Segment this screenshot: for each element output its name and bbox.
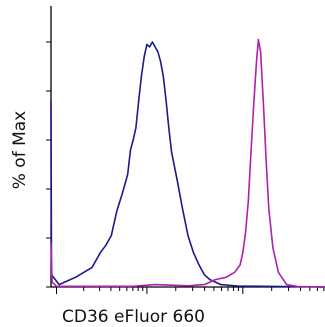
plot-frame (50, 6, 325, 288)
series-line-2 (50, 38, 325, 288)
x-axis-title: CD36 eFluor 660 (62, 307, 205, 327)
y-axis-ticks (46, 41, 51, 288)
x-axis-ticks (55, 287, 325, 294)
y-axis-title: % of Max (10, 111, 30, 190)
series-line-1 (50, 41, 325, 288)
series-layer (50, 38, 325, 288)
